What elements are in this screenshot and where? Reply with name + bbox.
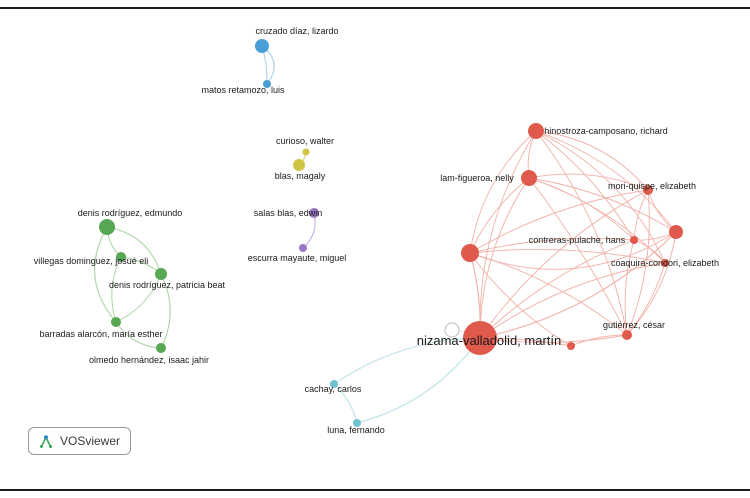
edge-gutierrez-rednode-b xyxy=(626,231,677,336)
node-label-barradas: barradas alarcón, maría esther xyxy=(39,329,162,339)
node-mori[interactable] xyxy=(643,185,653,195)
node-label-hinostroza: hinostroza-camposano, richard xyxy=(544,126,668,136)
edge-mori-nizama xyxy=(479,189,649,339)
edge-hinostroza-gutierrez xyxy=(535,130,628,336)
edge-patricia-barradas xyxy=(115,273,162,323)
edge-salasblas-escurra xyxy=(302,212,316,249)
node-label-blas: blas, magaly xyxy=(275,171,326,181)
edge-hinostroza-coaquira xyxy=(535,130,666,264)
node-lam[interactable] xyxy=(521,170,537,186)
node-rednode-b[interactable] xyxy=(669,225,683,239)
node-rednode-c[interactable] xyxy=(567,342,575,350)
edge-coaquira-nizama xyxy=(479,262,666,339)
node-label-patricia: denis rodríguez, patricia beat xyxy=(109,280,226,290)
node-contreras[interactable] xyxy=(630,236,638,244)
edge-edmundo-barradas xyxy=(94,226,117,323)
edge-mori-gutierrez xyxy=(626,189,650,336)
edge-nizama-luna xyxy=(356,337,481,424)
bottom-border-line xyxy=(0,489,750,491)
node-hinostroza[interactable] xyxy=(528,123,544,139)
edge-nizama-rednode-b xyxy=(479,231,677,339)
edge-rednode-a-rednode-b xyxy=(469,231,677,270)
edge-contreras-rednode-a xyxy=(469,237,635,254)
edge-hinostroza-contreras xyxy=(535,130,635,241)
node-rednode-a[interactable] xyxy=(461,244,479,262)
edge-contreras-nizama xyxy=(479,239,635,339)
node-villegas[interactable] xyxy=(116,252,126,262)
edge-nizama-cachay xyxy=(333,337,481,385)
edge-hinostroza-rednode-a xyxy=(469,130,537,254)
edge-lam-mori xyxy=(528,173,649,191)
node-label-escurra: escurra mayaute, miguel xyxy=(248,253,347,263)
node-label-contreras: contreras-pulache, hans xyxy=(529,235,626,245)
node-coaquira[interactable] xyxy=(661,259,669,267)
node-label-mori: mori-quispe, elizabeth xyxy=(608,181,696,191)
edge-patricia-olmedo xyxy=(160,273,171,349)
vosviewer-badge-label: VOSviewer xyxy=(60,434,121,448)
edge-lam-gutierrez xyxy=(528,177,628,336)
node-cruzado[interactable] xyxy=(255,39,269,53)
edge-mori-rednode-b xyxy=(647,189,677,233)
node-label-curioso: curioso, walter xyxy=(276,136,334,146)
vosviewer-logo-icon xyxy=(39,434,54,449)
top-border-line xyxy=(0,7,750,9)
node-nizama[interactable] xyxy=(463,321,497,355)
node-edmundo[interactable] xyxy=(99,219,115,235)
node-escurra[interactable] xyxy=(299,244,307,252)
node-cachay[interactable] xyxy=(330,380,338,388)
node-label-coaquira: coaquira-condori, elizabeth xyxy=(611,258,719,268)
node-blas[interactable] xyxy=(293,159,305,171)
edge-lam-nizama xyxy=(479,177,530,339)
edge-villegas-barradas xyxy=(111,256,122,323)
edge-coaquira-rednode-a xyxy=(469,248,666,264)
node-label-villegas: villegas dominguez, josué eli xyxy=(34,256,149,266)
node-luna[interactable] xyxy=(353,419,361,427)
node-label-olmedo: olmedo hernández, isaac jahir xyxy=(89,355,209,365)
node-patricia[interactable] xyxy=(155,268,167,280)
edge-contreras-gutierrez xyxy=(624,239,635,336)
edge-hinostroza-mori xyxy=(535,130,649,191)
node-label-edmundo: denis rodríguez, edmundo xyxy=(78,208,183,218)
edge-rednode-a-rednode-c xyxy=(469,252,572,347)
node-label-cruzado: cruzado díaz, lizardo xyxy=(255,26,338,36)
edge-mori-rednode-a xyxy=(469,189,649,254)
edge-hinostroza-rednode-b xyxy=(535,130,677,233)
edge-lam-coaquira xyxy=(528,177,666,264)
node-curioso[interactable] xyxy=(302,148,310,156)
vosviewer-badge: VOSviewer xyxy=(28,427,132,455)
node-label-cachay: cachay, carlos xyxy=(305,384,362,394)
node-barradas[interactable] xyxy=(111,317,121,327)
node-label-luna: luna, fernando xyxy=(327,425,385,435)
node-label-matos: matos retamozo, luis xyxy=(201,85,285,95)
node-olmedo[interactable] xyxy=(156,343,166,353)
edge-lam-rednode-a xyxy=(469,177,530,254)
node-label-gutierrez: gutiérrez, césar xyxy=(603,320,665,330)
edge-gutierrez-nizama xyxy=(479,334,628,343)
node-unlabeled[interactable] xyxy=(444,322,460,338)
node-matos[interactable] xyxy=(263,80,271,88)
node-label-lam: lam-figueroa, nelly xyxy=(440,173,514,183)
node-gutierrez[interactable] xyxy=(622,330,632,340)
node-label-salasblas: salas blas, edwin xyxy=(254,208,323,218)
node-label-nizama: nizama-valladolid, martín xyxy=(417,333,562,348)
node-salasblas[interactable] xyxy=(309,208,319,218)
